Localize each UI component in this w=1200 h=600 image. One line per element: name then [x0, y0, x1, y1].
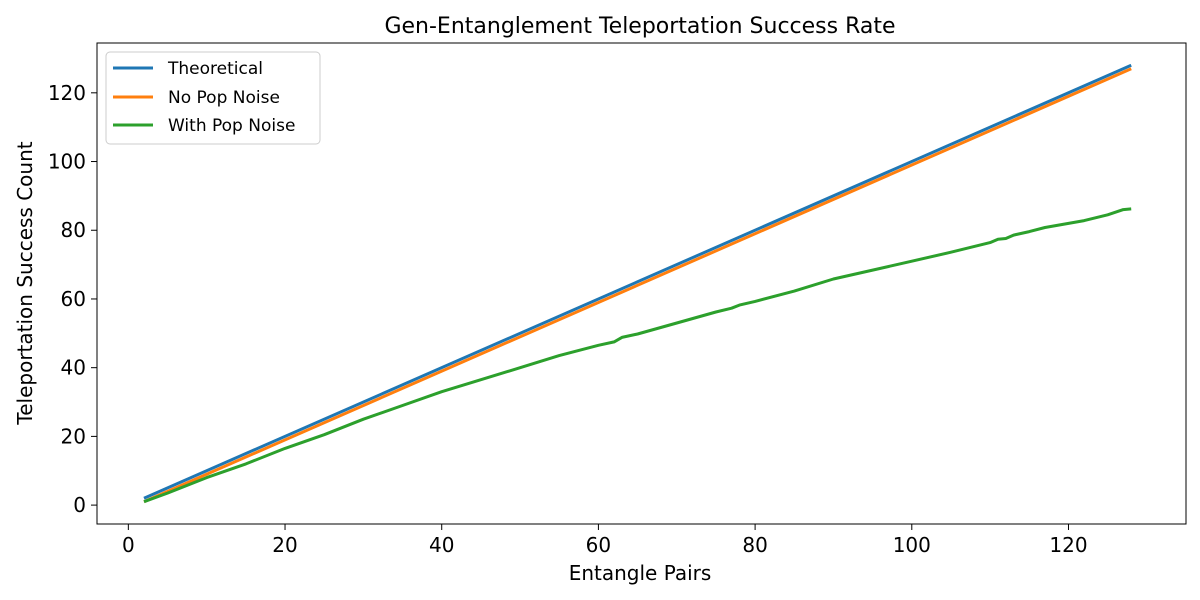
plot-frame [96, 42, 1187, 525]
y-tick-label: 80 [61, 218, 86, 242]
series-line-no-pop-noise [143, 67, 1132, 504]
y-axis: 0 20 40 60 80 100 120 [48, 81, 97, 517]
y-tick-label: 0 [73, 493, 86, 517]
y-tick-label: 60 [61, 287, 86, 311]
x-tick-label: 80 [742, 533, 767, 557]
y-tick-label: 100 [48, 150, 86, 174]
chart-title: Gen-Entanglement Teleportation Success R… [384, 14, 895, 39]
legend-box [105, 51, 321, 145]
plot-area [143, 63, 1132, 504]
x-tick-label: 120 [1049, 533, 1087, 557]
series-line-theoretical [143, 63, 1132, 500]
x-tick-label: 20 [272, 533, 297, 557]
y-tick-label: 40 [61, 356, 86, 380]
series-line-with-pop-noise [143, 207, 1132, 504]
y-tick-label: 120 [48, 81, 86, 105]
x-tick-label: 100 [893, 533, 931, 557]
x-tick-label: 40 [429, 533, 454, 557]
x-tick-label: 60 [586, 533, 611, 557]
y-tick-label: 20 [61, 424, 86, 448]
x-axis-label: Entangle Pairs [569, 561, 712, 585]
x-tick-label: 0 [122, 533, 135, 557]
legend-label-with-pop-noise: With Pop Noise [168, 116, 295, 136]
y-axis-label: Teleportation Success Count [13, 141, 37, 425]
legend: Theoretical No Pop Noise With Pop Noise [105, 51, 321, 145]
x-axis: 0 20 40 60 80 100 120 [122, 524, 1088, 557]
legend-label-theoretical: Theoretical [167, 59, 263, 79]
legend-label-no-pop-noise: No Pop Noise [168, 88, 280, 108]
